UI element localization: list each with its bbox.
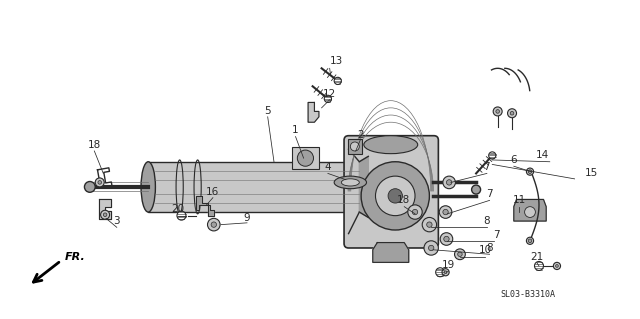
Text: 11: 11 bbox=[513, 195, 526, 205]
Text: 8: 8 bbox=[486, 243, 493, 253]
Text: 7: 7 bbox=[484, 162, 490, 172]
Circle shape bbox=[427, 222, 432, 227]
Circle shape bbox=[556, 264, 558, 267]
Circle shape bbox=[489, 152, 496, 159]
Circle shape bbox=[496, 110, 499, 113]
Circle shape bbox=[98, 181, 102, 184]
Circle shape bbox=[95, 178, 104, 187]
Circle shape bbox=[454, 249, 465, 260]
Circle shape bbox=[436, 268, 445, 277]
Circle shape bbox=[207, 218, 220, 231]
Text: 10: 10 bbox=[479, 245, 492, 255]
Ellipse shape bbox=[141, 162, 156, 212]
Bar bbox=[292, 147, 319, 169]
Circle shape bbox=[422, 218, 436, 232]
Circle shape bbox=[527, 168, 534, 175]
Polygon shape bbox=[99, 199, 111, 219]
Circle shape bbox=[472, 185, 481, 194]
Circle shape bbox=[554, 262, 561, 270]
Circle shape bbox=[510, 111, 514, 115]
Text: 7: 7 bbox=[486, 189, 493, 199]
Circle shape bbox=[440, 233, 452, 245]
Circle shape bbox=[298, 150, 314, 166]
Ellipse shape bbox=[334, 176, 367, 189]
Circle shape bbox=[444, 236, 449, 242]
Polygon shape bbox=[514, 199, 546, 221]
Text: 6: 6 bbox=[511, 155, 517, 165]
Text: 5: 5 bbox=[264, 106, 271, 115]
Text: FR.: FR. bbox=[65, 252, 85, 262]
Circle shape bbox=[334, 77, 341, 85]
Circle shape bbox=[350, 142, 359, 151]
Text: 12: 12 bbox=[323, 89, 336, 100]
Text: 3: 3 bbox=[113, 216, 120, 226]
Circle shape bbox=[443, 209, 448, 215]
Circle shape bbox=[84, 182, 95, 192]
Text: 18: 18 bbox=[88, 140, 101, 150]
FancyBboxPatch shape bbox=[344, 136, 438, 248]
Text: 9: 9 bbox=[244, 213, 250, 223]
Circle shape bbox=[444, 271, 447, 274]
Circle shape bbox=[525, 207, 536, 218]
Circle shape bbox=[528, 170, 532, 174]
Text: 8: 8 bbox=[484, 216, 490, 226]
Text: 1: 1 bbox=[292, 125, 299, 135]
Ellipse shape bbox=[364, 136, 418, 154]
Circle shape bbox=[443, 176, 456, 189]
Circle shape bbox=[458, 252, 462, 256]
Polygon shape bbox=[308, 102, 319, 122]
Polygon shape bbox=[196, 196, 214, 216]
Circle shape bbox=[211, 222, 216, 227]
Text: 21: 21 bbox=[531, 252, 544, 262]
Circle shape bbox=[103, 213, 107, 217]
Text: 18: 18 bbox=[397, 195, 410, 205]
Circle shape bbox=[527, 237, 534, 244]
Text: 16: 16 bbox=[206, 187, 220, 197]
Circle shape bbox=[324, 95, 332, 102]
Text: 4: 4 bbox=[324, 162, 331, 172]
Text: 13: 13 bbox=[330, 56, 342, 66]
Circle shape bbox=[361, 162, 429, 230]
Circle shape bbox=[528, 239, 532, 242]
Circle shape bbox=[442, 269, 449, 276]
Circle shape bbox=[100, 210, 109, 219]
Text: 19: 19 bbox=[442, 260, 455, 270]
Circle shape bbox=[508, 109, 516, 118]
Circle shape bbox=[177, 211, 186, 220]
Circle shape bbox=[388, 189, 403, 203]
Text: 20: 20 bbox=[172, 204, 184, 214]
FancyBboxPatch shape bbox=[148, 162, 359, 212]
Text: 14: 14 bbox=[536, 151, 549, 160]
Polygon shape bbox=[372, 242, 409, 262]
Text: 7: 7 bbox=[493, 229, 500, 240]
Circle shape bbox=[412, 209, 418, 215]
Bar bbox=[348, 139, 362, 154]
Circle shape bbox=[534, 262, 543, 271]
Circle shape bbox=[493, 107, 502, 116]
Circle shape bbox=[376, 176, 415, 216]
Ellipse shape bbox=[341, 179, 359, 186]
Circle shape bbox=[408, 205, 422, 219]
Circle shape bbox=[439, 206, 452, 218]
Text: 2: 2 bbox=[357, 130, 364, 140]
Text: 15: 15 bbox=[584, 168, 598, 178]
Polygon shape bbox=[359, 156, 368, 218]
Circle shape bbox=[447, 180, 452, 185]
Circle shape bbox=[429, 245, 434, 251]
Text: SL03-B3310A: SL03-B3310A bbox=[500, 290, 556, 299]
Text: 17: 17 bbox=[638, 130, 640, 140]
Circle shape bbox=[424, 241, 438, 255]
